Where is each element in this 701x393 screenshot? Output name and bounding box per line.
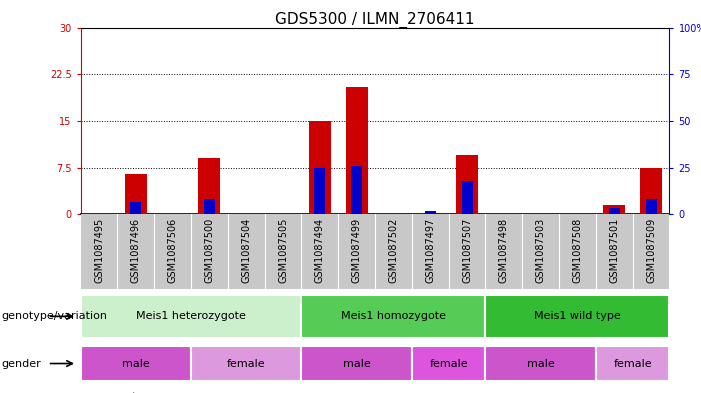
Text: GSM1087509: GSM1087509	[646, 218, 656, 283]
Bar	[608, 208, 620, 214]
Text: female: female	[429, 358, 468, 369]
Text: GSM1087499: GSM1087499	[352, 218, 362, 283]
Bar	[301, 346, 411, 381]
Text: GSM1087494: GSM1087494	[315, 218, 325, 283]
Bar	[346, 86, 367, 214]
Text: GSM1087508: GSM1087508	[573, 218, 583, 283]
Text: male: male	[343, 358, 371, 369]
Text: GDS5300 / ILMN_2706411: GDS5300 / ILMN_2706411	[275, 12, 475, 28]
Text: male: male	[122, 358, 150, 369]
Bar	[412, 346, 485, 381]
Bar	[461, 180, 472, 214]
Bar	[596, 346, 669, 381]
Text: GSM1087507: GSM1087507	[462, 218, 472, 283]
Text: male: male	[526, 358, 554, 369]
Text: GSM1087498: GSM1087498	[499, 218, 509, 283]
Bar	[191, 346, 301, 381]
Text: genotype/variation: genotype/variation	[1, 311, 107, 321]
Bar	[603, 205, 625, 214]
Bar	[81, 346, 191, 381]
Text: female: female	[613, 358, 652, 369]
Text: GSM1087503: GSM1087503	[536, 218, 545, 283]
Text: GSM1087504: GSM1087504	[241, 218, 251, 283]
Bar	[125, 174, 147, 214]
Text: GSM1087500: GSM1087500	[205, 218, 215, 283]
Text: GSM1087502: GSM1087502	[388, 218, 398, 283]
Text: GSM1087501: GSM1087501	[609, 218, 619, 283]
Text: Meis1 heterozygote: Meis1 heterozygote	[136, 311, 246, 321]
Bar	[485, 346, 596, 381]
Bar	[456, 155, 478, 214]
Bar	[301, 295, 485, 338]
Bar	[314, 167, 325, 214]
Bar	[351, 165, 362, 214]
Bar	[425, 211, 436, 214]
Bar	[646, 199, 657, 214]
Text: count: count	[105, 392, 137, 393]
Text: female: female	[227, 358, 266, 369]
Text: GSM1087506: GSM1087506	[168, 218, 177, 283]
Text: gender: gender	[1, 358, 41, 369]
Text: Meis1 wild type: Meis1 wild type	[534, 311, 621, 321]
Bar	[485, 295, 669, 338]
Text: GSM1087495: GSM1087495	[94, 218, 104, 283]
Text: ■: ■	[88, 390, 100, 393]
Text: GSM1087497: GSM1087497	[426, 218, 435, 283]
Bar	[204, 199, 215, 214]
Bar	[198, 158, 221, 214]
Bar	[308, 121, 331, 214]
Text: Meis1 homozygote: Meis1 homozygote	[341, 311, 446, 321]
Bar	[81, 295, 301, 338]
Bar	[640, 167, 662, 214]
Text: GSM1087496: GSM1087496	[131, 218, 141, 283]
Bar	[130, 202, 142, 214]
Text: GSM1087505: GSM1087505	[278, 218, 288, 283]
